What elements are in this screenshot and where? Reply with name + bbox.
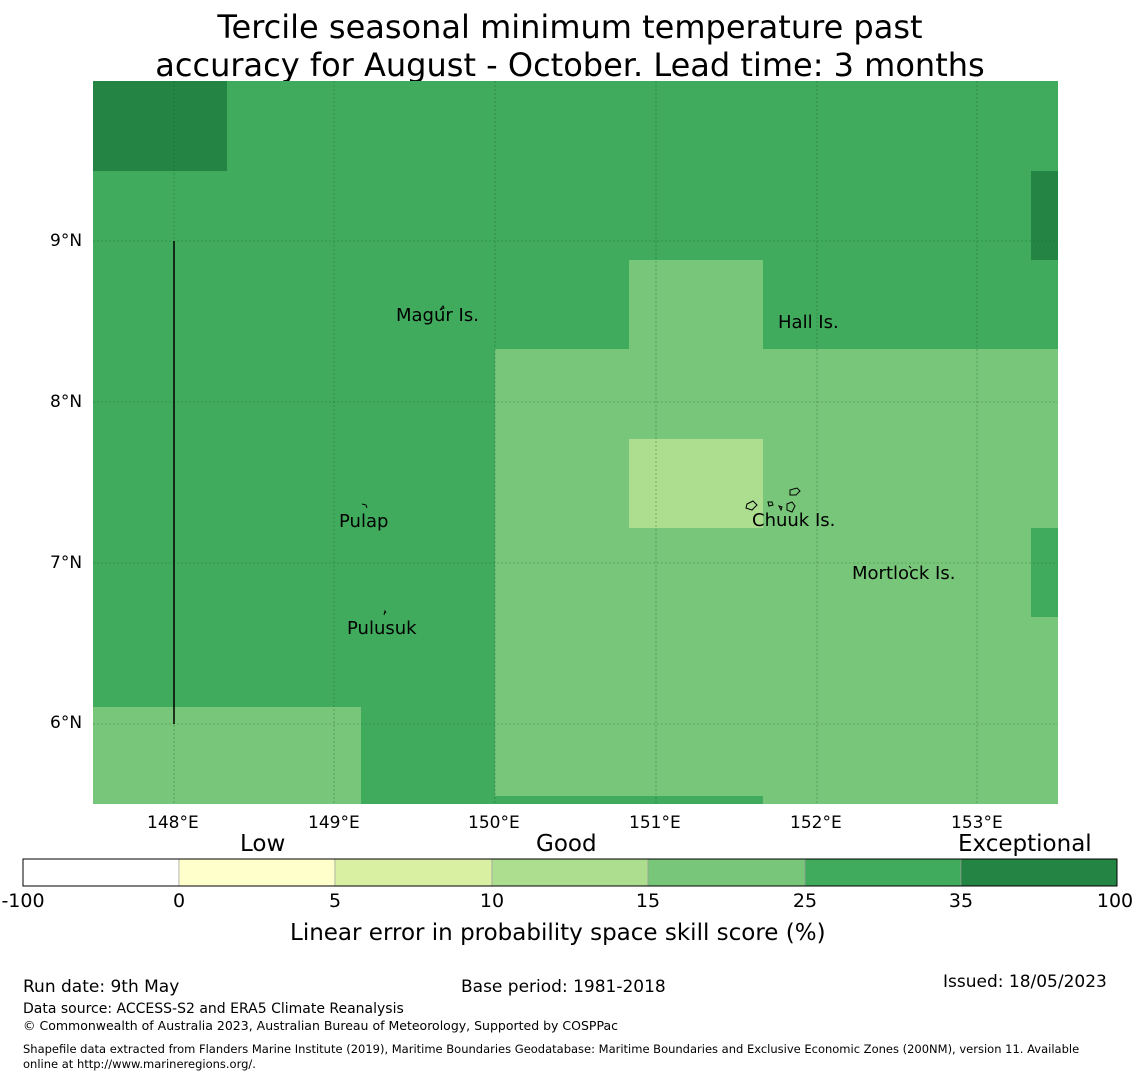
lon-tick-label: 150°E bbox=[468, 813, 520, 833]
shapefile-credit-line-1: Shapefile data extracted from Flanders M… bbox=[23, 1042, 1080, 1056]
base-period: Base period: 1981-2018 bbox=[461, 977, 666, 997]
colorbar-segment bbox=[960, 858, 1118, 887]
lat-tick-label: 6°N bbox=[50, 713, 83, 733]
lat-tick-label: 9°N bbox=[50, 231, 83, 251]
mortlock-island bbox=[908, 565, 912, 569]
lon-tick-label: 152°E bbox=[790, 813, 842, 833]
place-label-pulap: Pulap bbox=[339, 511, 389, 532]
colorbar bbox=[22, 858, 1118, 887]
colorbar-segment bbox=[22, 858, 180, 887]
chuuk-island bbox=[767, 501, 774, 507]
issued-date: Issued: 18/05/2023 bbox=[943, 972, 1107, 992]
pulap-island bbox=[361, 503, 368, 509]
colorbar-tick-label: -100 bbox=[1, 890, 45, 912]
colorbar-category-low: Low bbox=[240, 831, 286, 857]
colorbar-segment bbox=[804, 858, 962, 887]
colorbar-category-exceptional: Exceptional bbox=[958, 831, 1092, 857]
place-label-pulusuk: Pulusuk bbox=[347, 618, 417, 639]
colorbar-category-good: Good bbox=[536, 831, 597, 857]
grid-cell bbox=[1031, 528, 1058, 617]
chuuk-island bbox=[778, 505, 783, 512]
lon-tick-label: 149°E bbox=[308, 813, 360, 833]
grid-cell bbox=[93, 81, 227, 171]
chuuk-island bbox=[745, 500, 758, 511]
place-label-chuuk: Chuuk Is. bbox=[752, 510, 836, 531]
colorbar-title: Linear error in probability space skill … bbox=[290, 920, 826, 946]
map-title-line-1: Tercile seasonal minimum temperature pas… bbox=[217, 8, 923, 46]
place-label-mortlock: Mortlock Is. bbox=[852, 563, 956, 584]
colorbar-tick-label: 15 bbox=[635, 890, 661, 912]
colorbar-tick-label: 25 bbox=[792, 890, 818, 912]
lat-tick-label: 7°N bbox=[50, 553, 83, 573]
colorbar-segment bbox=[647, 858, 806, 887]
grid-cell bbox=[629, 439, 763, 528]
chuuk-island bbox=[786, 501, 796, 513]
place-label-hall: Hall Is. bbox=[778, 312, 839, 333]
colorbar-frame bbox=[22, 858, 1118, 887]
lon-tick-label: 153°E bbox=[951, 813, 1003, 833]
island-outlines bbox=[361, 305, 912, 616]
grid-cell bbox=[361, 707, 495, 796]
lon-tick-label: 151°E bbox=[629, 813, 681, 833]
shapefile-credit-line-2: online at http://www.marineregions.org/. bbox=[23, 1057, 256, 1071]
graticule bbox=[93, 81, 1058, 804]
lon-tick-label: 148°E bbox=[147, 813, 199, 833]
colorbar-tick-label: 0 bbox=[172, 890, 186, 912]
colorbar-tick-label: 35 bbox=[948, 890, 974, 912]
copyright: © Commonwealth of Australia 2023, Austra… bbox=[23, 1018, 618, 1033]
grid-cell bbox=[495, 349, 1058, 804]
colorbar-tick-label: 100 bbox=[1096, 890, 1134, 912]
chuuk-island bbox=[789, 487, 801, 496]
skill-grid bbox=[93, 81, 1058, 804]
colorbar-tick-label: 5 bbox=[328, 890, 342, 912]
data-source: Data source: ACCESS-S2 and ERA5 Climate … bbox=[23, 1001, 404, 1017]
grid-cell bbox=[93, 707, 361, 804]
grid-cell bbox=[629, 260, 763, 349]
grid-cell bbox=[495, 796, 763, 804]
colorbar-tick-label: 10 bbox=[479, 890, 505, 912]
place-label-magur: Magur Is. bbox=[396, 305, 479, 326]
run-date: Run date: 9th May bbox=[23, 977, 180, 997]
magur-island bbox=[439, 305, 445, 311]
map-title-line-2: accuracy for August - October. Lead time… bbox=[155, 46, 985, 84]
colorbar-segment bbox=[178, 858, 336, 887]
colorbar-segment bbox=[334, 858, 493, 887]
colorbar-segment bbox=[491, 858, 649, 887]
lat-tick-label: 8°N bbox=[50, 392, 83, 412]
grid-cell bbox=[1031, 171, 1058, 260]
pulusuk-island bbox=[383, 609, 387, 616]
